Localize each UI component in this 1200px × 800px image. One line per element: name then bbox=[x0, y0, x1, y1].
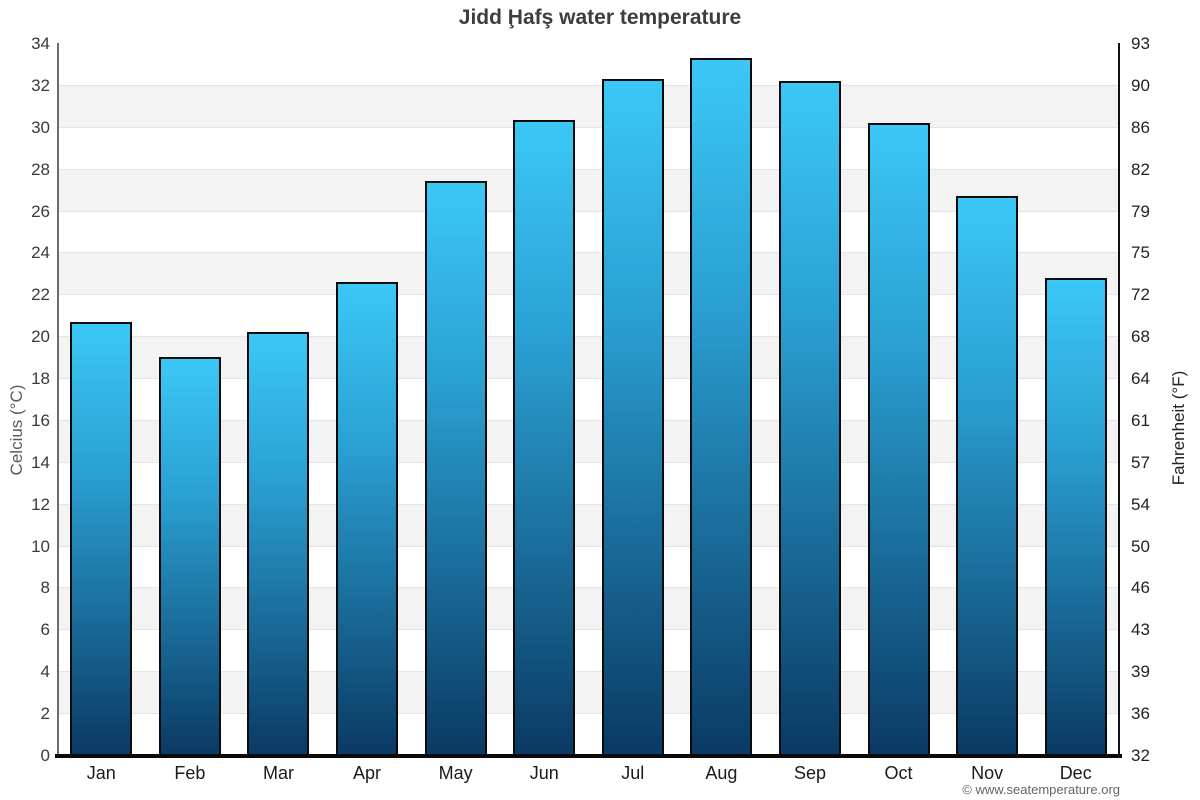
grid-band bbox=[57, 503, 1120, 547]
fahrenheit-tick: 90 bbox=[1131, 75, 1150, 95]
fahrenheit-tick: 79 bbox=[1131, 201, 1150, 221]
bar-oct bbox=[867, 123, 930, 755]
fahrenheit-tick: 72 bbox=[1131, 285, 1150, 305]
bar-apr bbox=[336, 282, 399, 755]
grid-band bbox=[57, 43, 1120, 85]
celsius-tick: 20 bbox=[31, 327, 50, 347]
grid-band bbox=[57, 419, 1120, 463]
y-axis-line-right bbox=[1118, 43, 1120, 755]
fahrenheit-tick: 61 bbox=[1131, 410, 1150, 430]
fahrenheit-tick: 39 bbox=[1131, 662, 1150, 682]
celsius-tick: 24 bbox=[31, 243, 50, 263]
fahrenheit-tick: 86 bbox=[1131, 117, 1150, 137]
grid-band bbox=[57, 126, 1120, 170]
grid-band bbox=[57, 294, 1120, 338]
bar-feb bbox=[158, 357, 221, 755]
grid-band bbox=[57, 671, 1120, 715]
celsius-tick: 30 bbox=[31, 117, 50, 137]
month-tick-aug: Aug bbox=[705, 763, 738, 783]
grid-band bbox=[57, 378, 1120, 421]
month-tick-nov: Nov bbox=[971, 763, 1004, 783]
celsius-tick: 0 bbox=[40, 746, 50, 765]
month-tick-jan: Jan bbox=[86, 763, 116, 783]
fahrenheit-tick: 36 bbox=[1131, 704, 1150, 724]
grid-band bbox=[57, 168, 1120, 212]
bar-jun bbox=[513, 120, 576, 755]
month-tick-jun: Jun bbox=[529, 763, 559, 783]
month-tick-mar: Mar bbox=[262, 763, 294, 783]
grid-band bbox=[57, 713, 1120, 756]
grid-band bbox=[57, 461, 1120, 505]
y-axis-line-left bbox=[57, 43, 59, 755]
grid-band bbox=[57, 629, 1120, 673]
bar-jul bbox=[601, 79, 664, 755]
y-axis-title-celsius: Celcius (°C) bbox=[7, 384, 26, 476]
month-tick-oct: Oct bbox=[884, 763, 913, 783]
grid-band bbox=[57, 84, 1120, 128]
celsius-tick: 2 bbox=[40, 704, 50, 724]
y-axis-title-fahrenheit: Fahrenheit (°F) bbox=[1169, 370, 1188, 486]
fahrenheit-tick: 43 bbox=[1131, 620, 1150, 640]
x-axis-line bbox=[55, 754, 1122, 758]
celsius-tick: 18 bbox=[31, 369, 50, 389]
fahrenheit-tick: 68 bbox=[1131, 327, 1150, 347]
bar-dec bbox=[1044, 278, 1107, 755]
celsius-tick: 14 bbox=[31, 452, 50, 472]
grid-band bbox=[57, 545, 1120, 589]
fahrenheit-tick: 50 bbox=[1131, 536, 1150, 556]
grid-band bbox=[57, 252, 1120, 296]
bar-mar bbox=[247, 332, 310, 755]
month-tick-apr: Apr bbox=[353, 763, 382, 783]
celsius-tick: 28 bbox=[31, 159, 50, 179]
celsius-tick: 4 bbox=[40, 662, 50, 682]
fahrenheit-tick: 64 bbox=[1131, 369, 1150, 389]
fahrenheit-tick: 46 bbox=[1131, 578, 1150, 598]
bar-jan bbox=[70, 322, 133, 755]
bar-may bbox=[424, 181, 487, 755]
month-tick-may: May bbox=[438, 763, 473, 783]
grid-band bbox=[57, 210, 1120, 254]
fahrenheit-tick: 32 bbox=[1131, 746, 1150, 765]
celsius-tick: 6 bbox=[40, 620, 50, 640]
month-tick-dec: Dec bbox=[1059, 763, 1092, 783]
plot-area bbox=[55, 43, 1122, 758]
fahrenheit-tick: 75 bbox=[1131, 243, 1150, 263]
fahrenheit-tick: 93 bbox=[1131, 34, 1150, 53]
fahrenheit-tick: 54 bbox=[1131, 494, 1150, 514]
celsius-tick: 8 bbox=[40, 578, 50, 598]
fahrenheit-tick: 82 bbox=[1131, 159, 1150, 179]
celsius-tick: 26 bbox=[31, 201, 50, 221]
month-tick-feb: Feb bbox=[174, 763, 206, 783]
bar-nov bbox=[956, 196, 1019, 755]
celsius-tick: 10 bbox=[31, 536, 50, 556]
celsius-tick: 34 bbox=[31, 34, 50, 53]
chart-title: Jidd Ḩafş water temperature bbox=[458, 6, 742, 29]
grid-band bbox=[57, 336, 1120, 380]
fahrenheit-tick: 57 bbox=[1131, 452, 1150, 472]
bar-sep bbox=[778, 81, 841, 755]
celsius-tick: 32 bbox=[31, 75, 50, 95]
month-tick-sep: Sep bbox=[793, 763, 826, 783]
month-tick-jul: Jul bbox=[621, 763, 645, 783]
celsius-tick: 12 bbox=[31, 494, 50, 514]
grid-band bbox=[57, 587, 1120, 631]
bar-aug bbox=[690, 58, 753, 755]
copyright-credit: © www.seatemperature.org bbox=[962, 782, 1120, 797]
celsius-tick: 22 bbox=[31, 285, 50, 305]
celsius-tick: 16 bbox=[31, 410, 50, 430]
